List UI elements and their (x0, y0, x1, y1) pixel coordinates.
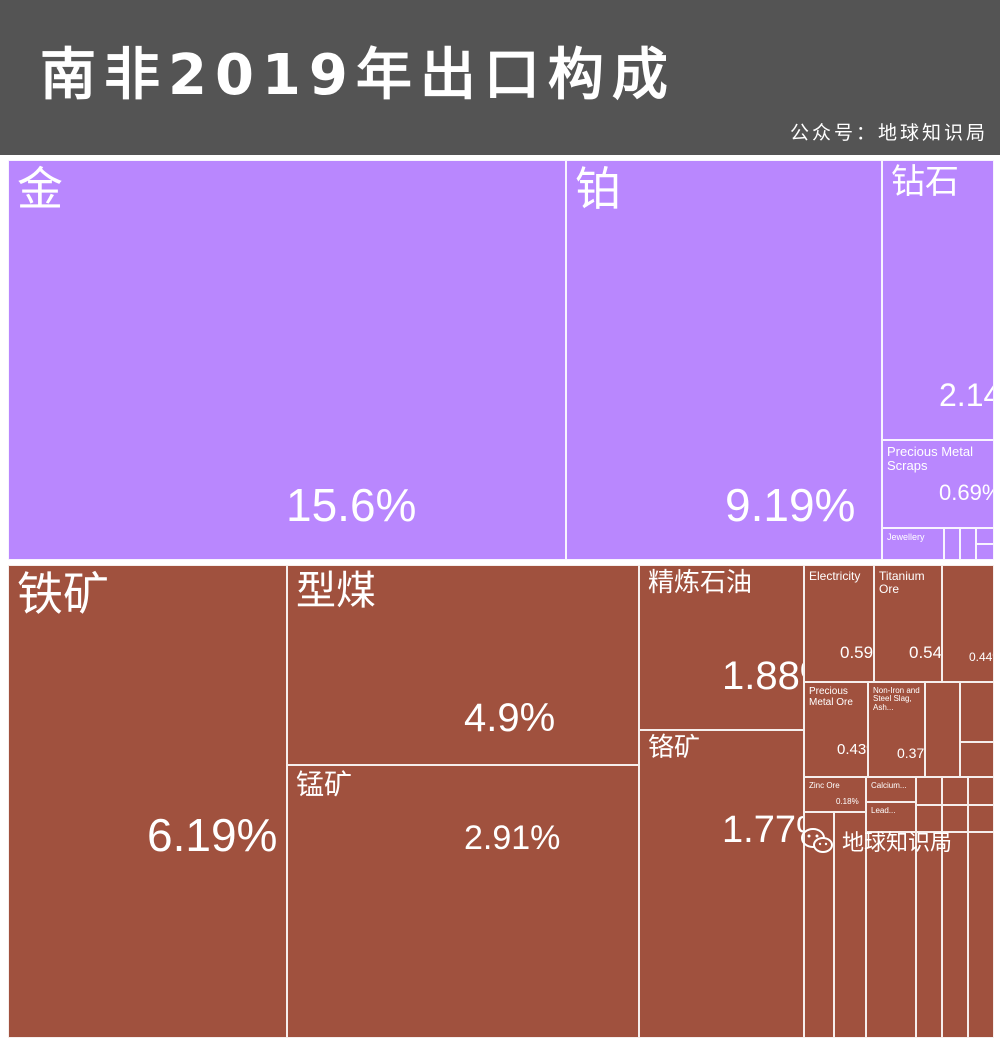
tile-minor-category (916, 777, 942, 805)
treemap-chart: 金 15.6% 铂 9.19% 钻石 2.14% Precious Metal Scraps… (0, 155, 1000, 1038)
tile-minor-category (960, 742, 994, 777)
tile-label: Precious Metal Ore (809, 686, 853, 708)
tile-value-label: 0.43% (837, 740, 867, 758)
tile-iron-ore: 铁矿 6.19% (8, 565, 287, 1038)
tile-titanium-ore: Titanium Ore 0.54% (874, 565, 942, 682)
tile-label: 钻石 (891, 162, 959, 202)
tile-label: Lead... (871, 806, 896, 815)
tile-value-label: 0.44% (969, 650, 993, 664)
tile-label: 铬矿 (648, 733, 701, 763)
tile-platinum: 铂 9.19% (566, 160, 882, 560)
tile-label: Calcium... (871, 781, 907, 790)
tile-minor-category (942, 777, 968, 805)
tile-label: Jewellery (887, 532, 925, 542)
tile-minor-category (960, 528, 976, 560)
tile-chromium-ore: 铬矿 1.77% (639, 730, 804, 1038)
tile-calcium: Calcium... (866, 777, 916, 802)
page-title: 南非2019年出口构成 (40, 43, 676, 108)
tile-minor-category (942, 805, 968, 832)
tile-label: 铂 (575, 162, 621, 216)
tile-value-label: 9.19% (725, 479, 856, 531)
tile-label: Titanium Ore (879, 569, 925, 596)
tile-value-label: 15.6% (286, 479, 417, 531)
tile-manganese-ore: 锰矿 2.91% (287, 765, 639, 1038)
tile-value-label: 0.59% (840, 642, 874, 662)
header-bar: 南非2019年出口构成 公众号：地球知识局 (0, 0, 1000, 155)
tile-diamonds: 钻石 2.14% (882, 160, 994, 440)
tile-minor-category (925, 682, 960, 777)
tile-minor-category (976, 528, 994, 544)
tile-minor-category (968, 832, 994, 1038)
watermark: 地球知识局 (800, 825, 952, 857)
tile-precious-metal-ore: Precious Metal Ore 0.43% (804, 682, 868, 777)
tile-lead: Lead... (866, 802, 916, 832)
tile-label: Electricity (809, 569, 861, 583)
tile-precious-metal-scraps: Precious Metal Scraps 0.69% (882, 440, 994, 528)
tile-minor-category (942, 832, 968, 1038)
tile-other-044: 0.44% (942, 565, 994, 682)
tile-label: Precious Metal Scraps (887, 444, 973, 473)
tile-coal-briquettes: 型煤 4.9% (287, 565, 639, 765)
tile-value-label: 2.14% (939, 377, 993, 413)
tile-minor-category (968, 777, 994, 805)
tile-minor-category (916, 832, 942, 1038)
tile-label: 精炼石油 (648, 568, 753, 598)
account-label: 公众号：地球知识局 (789, 122, 988, 144)
tile-refined-petroleum: 精炼石油 1.88% (639, 565, 804, 730)
tile-slag-ash: Non-Iron and Steel Slag, Ash... 0.37% (868, 682, 925, 777)
watermark-text: 地球知识局 (842, 831, 953, 856)
tile-minor-category (976, 544, 994, 560)
tile-zinc-ore: Zinc Ore 0.18% (804, 777, 866, 812)
tile-jewellery: Jewellery (882, 528, 944, 560)
tile-minor-category (944, 528, 960, 560)
tile-label: Zinc Ore (809, 781, 840, 790)
wechat-icon (801, 828, 833, 853)
tile-value-label: 0.37% (897, 745, 925, 761)
tile-value-label: 4.9% (464, 696, 556, 740)
tile-value-label: 0.69% (939, 480, 993, 505)
tile-minor-category (968, 805, 994, 832)
tile-value-label: 1.77% (722, 809, 803, 851)
tile-gold: 金 15.6% (8, 160, 566, 560)
tile-value-label: 6.19% (147, 809, 278, 861)
tile-label: 铁矿 (17, 567, 109, 621)
tile-minor-category (916, 805, 942, 832)
tile-value-label: 2.91% (464, 819, 561, 857)
tile-electricity: Electricity 0.59% (804, 565, 874, 682)
tile-value-label: 1.88% (722, 654, 803, 698)
tile-minor-category (960, 682, 994, 742)
tile-label: 锰矿 (296, 768, 353, 801)
tile-label: Non-Iron and Steel Slag, Ash... (873, 686, 920, 712)
tile-value-label: 0.54% (909, 642, 942, 662)
tile-label: 型煤 (296, 568, 376, 614)
tile-minor-category (866, 832, 916, 1038)
tile-label: 金 (17, 162, 63, 216)
tile-value-label: 0.18% (836, 797, 859, 806)
